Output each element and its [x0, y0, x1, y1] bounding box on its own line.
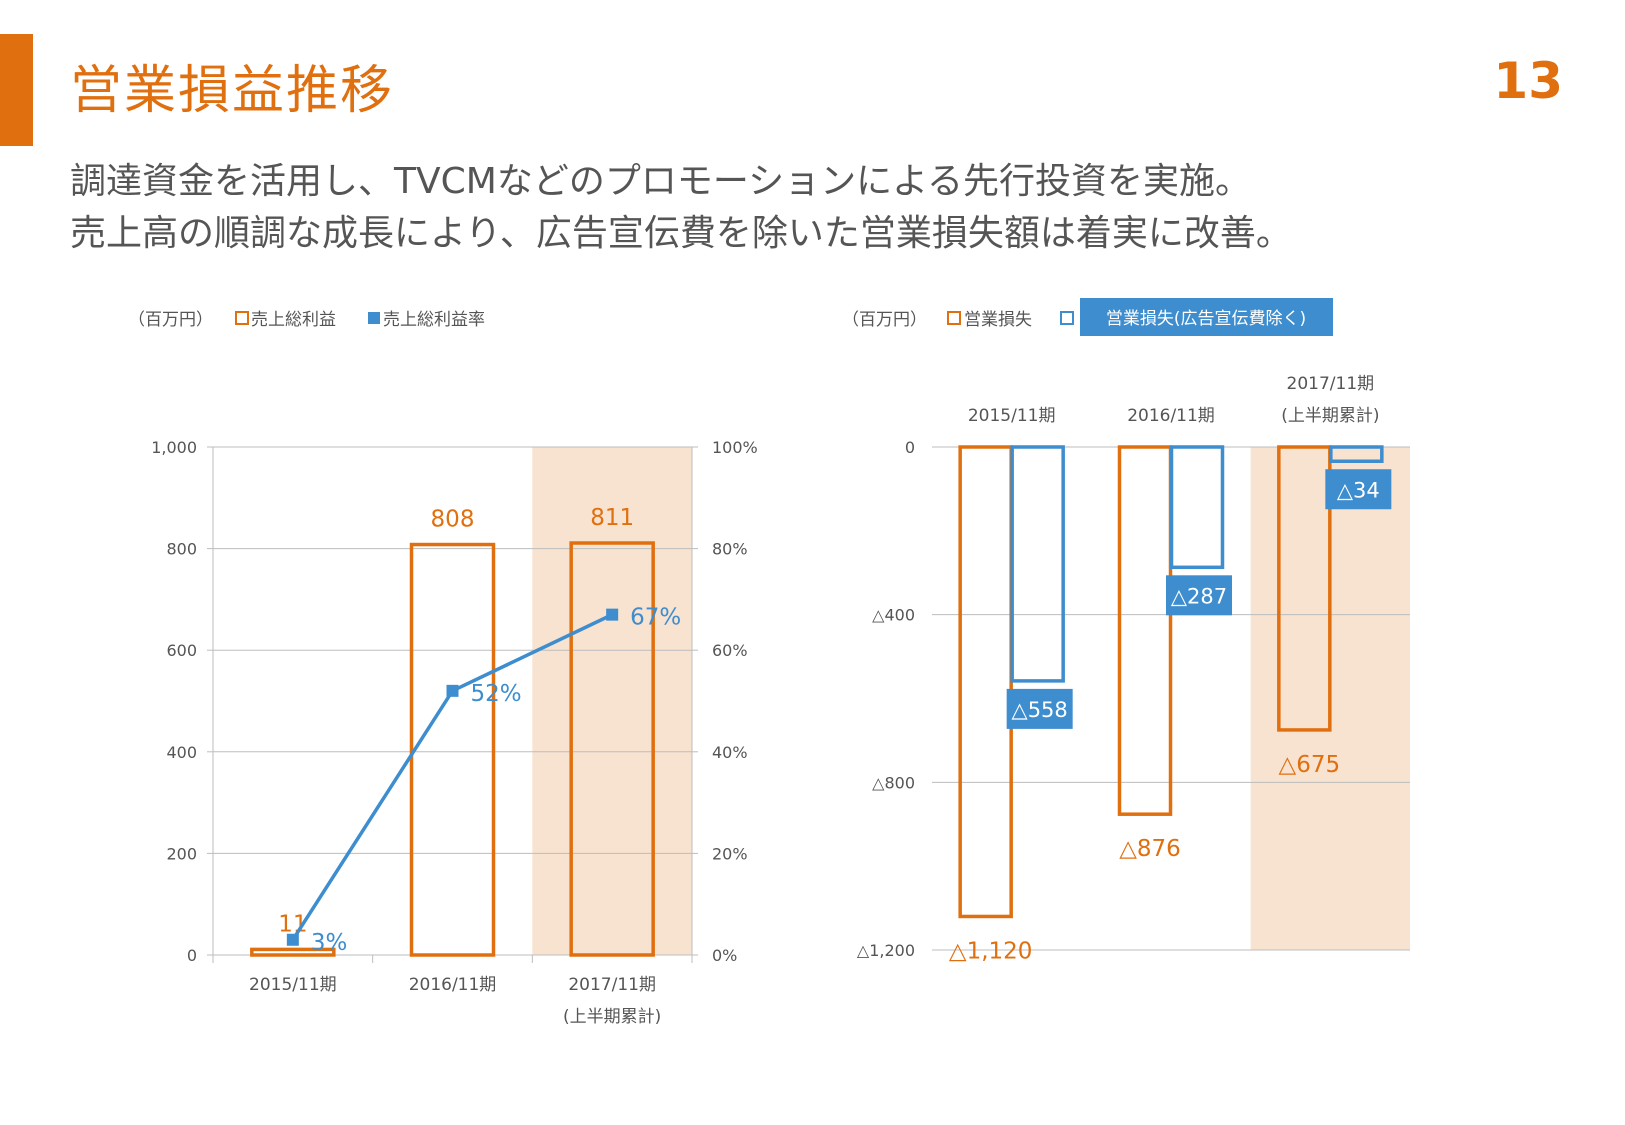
- right-unit-label: （百万円）: [842, 310, 927, 330]
- gross-margin-point: [286, 933, 299, 946]
- page-title: 営業損益推移: [70, 61, 395, 121]
- legend-gross-margin-swatch: [368, 312, 380, 324]
- legend-gross-profit-swatch: [235, 311, 249, 325]
- gross-margin-point: [446, 684, 459, 697]
- y-left-tick-label: 1,000: [151, 438, 197, 457]
- loss-ex-ad-label-box: [1325, 469, 1392, 510]
- gross-profit-chart: （百万円） 売上総利益 売上総利益率 0 200 400 600 800 1,000 0% 20% 4…: [128, 310, 758, 1027]
- accent-bar: [0, 34, 33, 146]
- operating-loss-bar: [1117, 445, 1173, 816]
- loss-ex-ad-label: △287: [1171, 584, 1227, 608]
- loss-ex-ad-label: △34: [1337, 478, 1380, 502]
- operating-loss-label: △1,120: [949, 938, 1033, 964]
- y-right-tick-label: 100%: [712, 438, 758, 457]
- legend-loss-ex-ad-swatch: [1060, 311, 1074, 325]
- loss-ex-ad-bar: [1329, 445, 1384, 464]
- page-number: 13: [1493, 52, 1563, 110]
- gross-margin-label: 67%: [630, 605, 681, 631]
- left-unit-label: （百万円）: [128, 310, 213, 330]
- x-category-label: 2015/11期: [249, 975, 337, 995]
- gross-profit-bar: [409, 542, 496, 957]
- x-category-label: 2017/11期: [1287, 374, 1375, 394]
- gross-profit-label: 808: [431, 507, 475, 533]
- y-right-tick-label: 40%: [712, 743, 748, 762]
- highlight-band: [532, 447, 692, 955]
- loss-ex-ad-label-box: [1006, 688, 1073, 729]
- loss-ex-ad-label: △558: [1012, 698, 1068, 722]
- x-category-label: 2015/11期: [968, 406, 1056, 426]
- y-left-tick-label: 800: [166, 540, 197, 559]
- y-right-tick-label: 20%: [712, 844, 748, 863]
- y-left-tick-label: 200: [166, 844, 197, 863]
- legend-loss-ex-ad-label: 営業損失(広告宣伝費除く): [1106, 309, 1306, 329]
- x-category-sublabel: (上半期累計): [1281, 406, 1379, 426]
- y-tick-label: 0: [905, 438, 915, 457]
- x-category-label: 2017/11期: [568, 975, 656, 995]
- y-left-tick-label: 0: [187, 946, 197, 965]
- gross-margin-label: 3%: [311, 930, 348, 956]
- gross-margin-label: 52%: [471, 681, 522, 707]
- loss-ex-ad-bar: [1169, 445, 1225, 570]
- loss-ex-ad-bar: [1010, 445, 1065, 683]
- y-tick-label: △1,200: [857, 941, 915, 960]
- subtitle-line-2: 売上高の順調な成長により、広告宣伝費を除いた営業損失額は着実に改善。: [70, 213, 1292, 254]
- operating-loss-label: △675: [1279, 752, 1341, 778]
- operating-loss-bar: [958, 445, 1013, 919]
- y-right-tick-label: 60%: [712, 641, 748, 660]
- y-left-tick-label: 400: [166, 743, 197, 762]
- gross-profit-bar: [250, 947, 336, 957]
- operating-loss-bar: [1277, 445, 1332, 732]
- y-right-tick-label: 0%: [712, 946, 737, 965]
- subtitle-line-1: 調達資金を活用し、TVCMなどのプロモーションによる先行投資を実施。: [70, 161, 1252, 202]
- gross-profit-bar: [569, 541, 655, 957]
- x-category-sublabel: (上半期累計): [563, 1007, 661, 1027]
- subtitle: 調達資金を活用し、TVCMなどのプロモーションによる先行投資を実施。 売上高の順…: [70, 156, 1292, 260]
- gross-profit-label: 811: [590, 505, 634, 531]
- legend-gross-margin-label: 売上総利益率: [383, 310, 485, 330]
- loss-ex-ad-label-box: [1166, 575, 1232, 616]
- x-category-label: 2016/11期: [409, 975, 497, 995]
- y-right-tick-label: 80%: [712, 540, 748, 559]
- y-tick-label: △400: [872, 606, 915, 625]
- x-category-label: 2016/11期: [1127, 406, 1215, 426]
- legend-operating-loss-swatch: [947, 311, 961, 325]
- legend-loss-ex-ad-highlight: [1080, 298, 1333, 336]
- operating-loss-label: △876: [1119, 836, 1181, 862]
- gross-margin-point: [606, 608, 619, 621]
- legend-gross-profit-label: 売上総利益: [251, 310, 336, 330]
- y-left-tick-label: 600: [166, 641, 197, 660]
- y-tick-label: △800: [872, 773, 915, 792]
- legend-operating-loss-label: 営業損失: [964, 310, 1032, 330]
